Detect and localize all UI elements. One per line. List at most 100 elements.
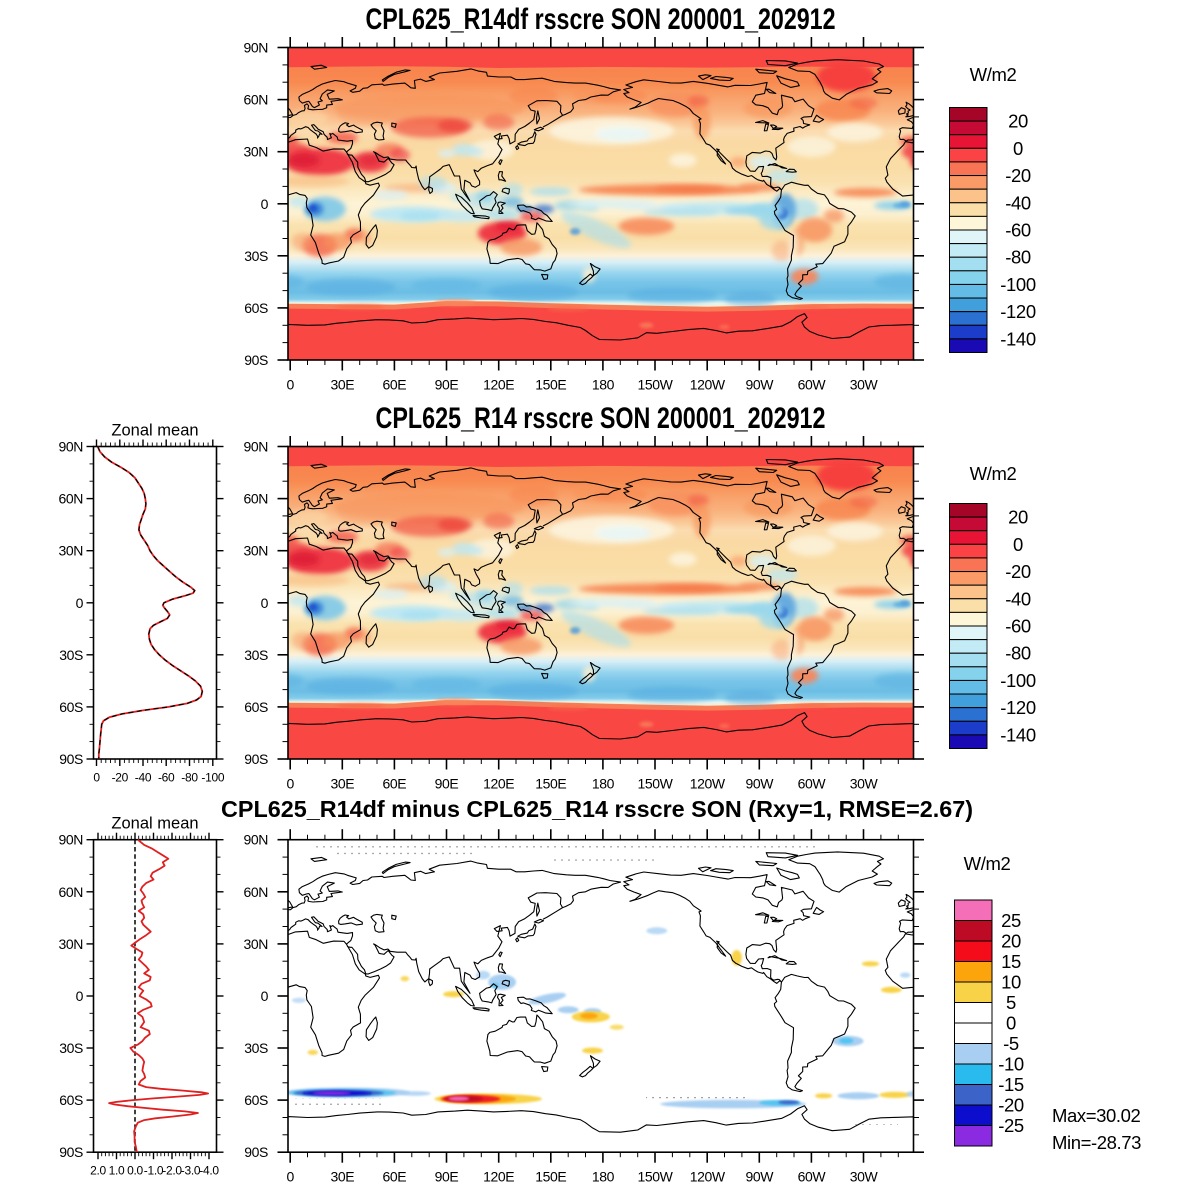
svg-text:120W: 120W <box>690 377 726 393</box>
svg-text:-40: -40 <box>1005 192 1031 213</box>
svg-text:90S: 90S <box>244 751 268 767</box>
svg-text:30N: 30N <box>59 936 83 952</box>
svg-text:30S: 30S <box>244 1040 268 1056</box>
svg-text:30W: 30W <box>850 776 879 792</box>
svg-text:-20: -20 <box>112 771 129 785</box>
svg-text:W/m2: W/m2 <box>970 463 1017 484</box>
svg-text:30E: 30E <box>330 377 354 393</box>
svg-text:150E: 150E <box>535 377 566 393</box>
svg-text:-80: -80 <box>1005 247 1031 268</box>
svg-text:60N: 60N <box>244 884 268 900</box>
svg-text:1.0: 1.0 <box>109 1164 125 1178</box>
svg-text:-100: -100 <box>1000 274 1036 295</box>
svg-text:120E: 120E <box>483 1169 514 1185</box>
svg-text:30W: 30W <box>850 377 879 393</box>
svg-text:-140: -140 <box>1000 328 1036 349</box>
svg-text:-4.0: -4.0 <box>199 1164 219 1178</box>
svg-text:120E: 120E <box>483 377 514 393</box>
svg-text:0: 0 <box>287 377 295 393</box>
svg-text:Max=30.02: Max=30.02 <box>1052 1105 1141 1126</box>
svg-text:30N: 30N <box>59 543 83 559</box>
svg-text:30S: 30S <box>59 1040 83 1056</box>
svg-text:90S: 90S <box>59 751 83 767</box>
svg-text:180: 180 <box>592 776 615 792</box>
svg-text:-120: -120 <box>1000 697 1036 718</box>
svg-text:CPL625_R14 rsscre SON 200001_2: CPL625_R14 rsscre SON 200001_202912 <box>376 402 826 435</box>
svg-text:-20: -20 <box>1005 165 1031 186</box>
svg-text:15: 15 <box>1001 951 1021 972</box>
svg-text:-80: -80 <box>1005 643 1031 664</box>
svg-text:90S: 90S <box>59 1144 83 1160</box>
svg-text:Zonal mean: Zonal mean <box>111 815 198 833</box>
svg-text:0: 0 <box>1013 534 1023 555</box>
svg-text:-140: -140 <box>1000 724 1036 745</box>
svg-text:-3.0: -3.0 <box>181 1164 201 1178</box>
svg-text:90E: 90E <box>435 776 459 792</box>
svg-text:0: 0 <box>76 595 84 611</box>
svg-text:60S: 60S <box>59 699 83 715</box>
svg-text:150W: 150W <box>638 377 674 393</box>
svg-text:-25: -25 <box>998 1115 1024 1136</box>
svg-text:Min=-28.73: Min=-28.73 <box>1052 1132 1141 1153</box>
svg-text:CPL625_R14df rsscre SON 200001: CPL625_R14df rsscre SON 200001_202912 <box>366 3 836 36</box>
svg-text:0: 0 <box>287 776 295 792</box>
svg-text:60N: 60N <box>244 491 268 507</box>
svg-text:150E: 150E <box>535 776 566 792</box>
svg-text:Zonal mean: Zonal mean <box>111 422 198 440</box>
svg-text:-100: -100 <box>1000 670 1036 691</box>
svg-text:30N: 30N <box>244 543 268 559</box>
svg-text:150E: 150E <box>535 1169 566 1185</box>
svg-text:90W: 90W <box>746 377 775 393</box>
svg-text:W/m2: W/m2 <box>970 64 1017 85</box>
svg-text:90S: 90S <box>244 352 268 368</box>
svg-text:30S: 30S <box>59 647 83 663</box>
svg-text:90N: 90N <box>59 832 83 848</box>
svg-text:60E: 60E <box>383 776 407 792</box>
svg-text:150W: 150W <box>638 776 674 792</box>
svg-text:90N: 90N <box>244 40 268 56</box>
svg-text:60E: 60E <box>383 377 407 393</box>
svg-text:180: 180 <box>592 1169 615 1185</box>
svg-text:30E: 30E <box>330 1169 354 1185</box>
svg-text:-40: -40 <box>1005 588 1031 609</box>
svg-text:90N: 90N <box>59 439 83 455</box>
svg-text:-20: -20 <box>998 1095 1024 1116</box>
svg-text:5: 5 <box>1006 992 1016 1013</box>
svg-text:60S: 60S <box>244 699 268 715</box>
svg-text:0: 0 <box>261 595 269 611</box>
svg-text:0: 0 <box>76 988 84 1004</box>
svg-text:60W: 60W <box>798 1169 827 1185</box>
svg-text:60S: 60S <box>244 300 268 316</box>
svg-text:0: 0 <box>1013 138 1023 159</box>
svg-text:CPL625_R14df minus CPL625_R14: CPL625_R14df minus CPL625_R14 rsscre SON… <box>221 796 973 822</box>
svg-text:30S: 30S <box>244 647 268 663</box>
svg-text:60N: 60N <box>244 92 268 108</box>
svg-text:60E: 60E <box>383 1169 407 1185</box>
svg-text:30S: 30S <box>244 248 268 264</box>
svg-text:60N: 60N <box>59 884 83 900</box>
svg-text:0: 0 <box>261 988 269 1004</box>
svg-text:-40: -40 <box>135 771 152 785</box>
svg-text:180: 180 <box>592 377 615 393</box>
svg-text:60N: 60N <box>59 491 83 507</box>
svg-text:0: 0 <box>287 1169 295 1185</box>
svg-text:20: 20 <box>1008 507 1028 528</box>
svg-text:0: 0 <box>93 771 100 785</box>
svg-text:30N: 30N <box>244 144 268 160</box>
svg-text:-20: -20 <box>1005 561 1031 582</box>
svg-text:60S: 60S <box>59 1092 83 1108</box>
svg-text:90N: 90N <box>244 439 268 455</box>
svg-text:-100: -100 <box>201 771 224 785</box>
svg-text:60W: 60W <box>798 377 827 393</box>
svg-text:-2.0: -2.0 <box>162 1164 182 1178</box>
svg-text:90E: 90E <box>435 377 459 393</box>
svg-text:10: 10 <box>1001 972 1021 993</box>
svg-text:W/m2: W/m2 <box>964 853 1011 874</box>
svg-text:150W: 150W <box>638 1169 674 1185</box>
svg-text:-1.0: -1.0 <box>144 1164 164 1178</box>
svg-text:20: 20 <box>1008 111 1028 132</box>
svg-text:90W: 90W <box>746 776 775 792</box>
svg-text:-5: -5 <box>1003 1033 1019 1054</box>
svg-text:120E: 120E <box>483 776 514 792</box>
svg-text:-60: -60 <box>1005 616 1031 637</box>
